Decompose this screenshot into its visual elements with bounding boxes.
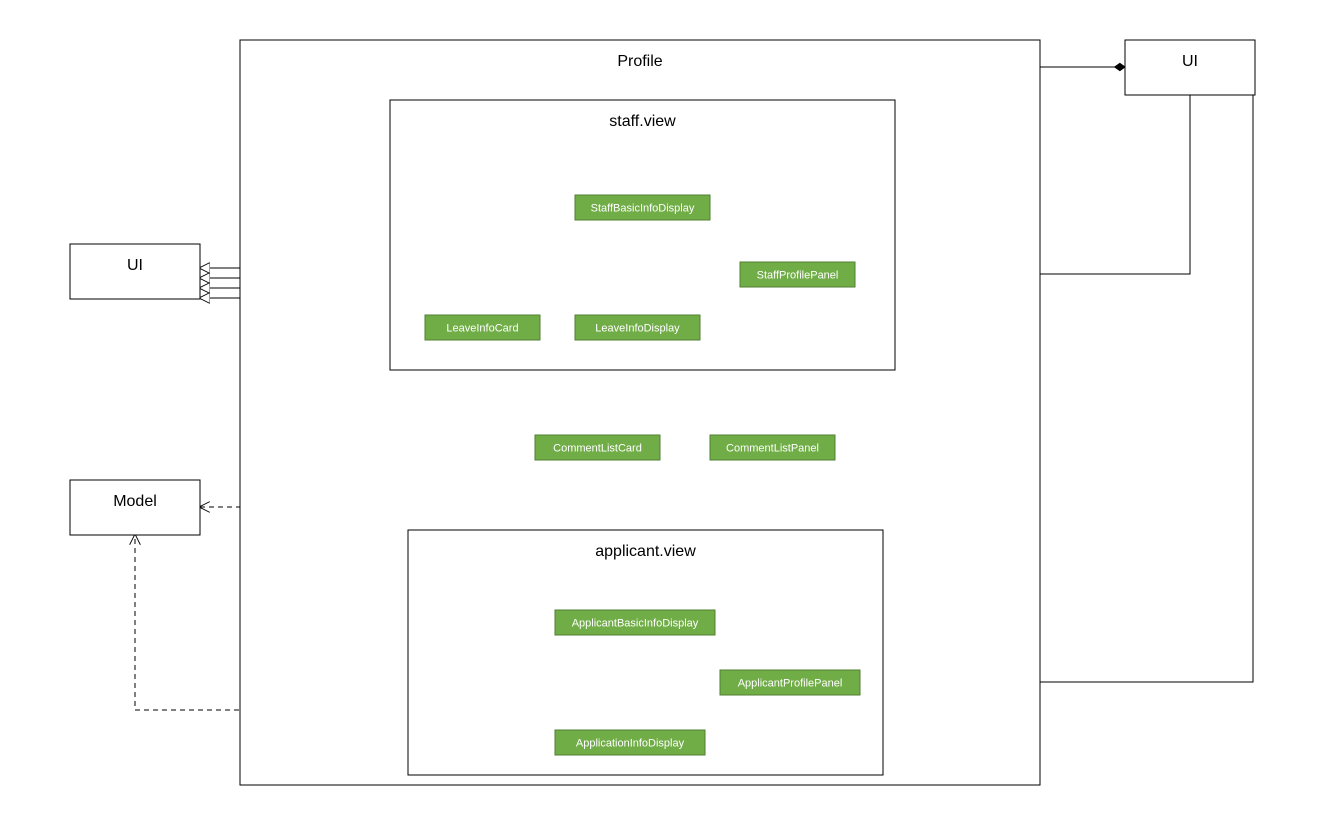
node-leaveCard: LeaveInfoCard: [425, 315, 540, 340]
node-appBasic: ApplicantBasicInfoDisplay: [555, 610, 715, 635]
node-cListPanel: CommentListPanel: [710, 435, 835, 460]
node-staffPanel: StaffProfilePanel: [740, 262, 855, 287]
node-label: ApplicantBasicInfoDisplay: [572, 617, 699, 629]
node-label: StaffBasicInfoDisplay: [591, 202, 695, 214]
package-model: Model: [70, 480, 200, 535]
node-label: LeaveInfoCard: [446, 322, 518, 334]
node-appInfo: ApplicationInfoDisplay: [555, 730, 705, 755]
node-staffBasic: StaffBasicInfoDisplay: [575, 195, 710, 220]
package-label: Model: [113, 493, 157, 510]
diagram-root: Profile staff.view applicant.view UI Model UI…: [0, 0, 1338, 813]
package-ui_right: UI: [1125, 40, 1255, 95]
node-label: CommentListPanel: [726, 442, 819, 454]
package-label: applicant.view: [595, 543, 696, 560]
package-ui_left: UI: [70, 244, 200, 299]
node-leaveDisp: LeaveInfoDisplay: [575, 315, 700, 340]
packages: Profile staff.view applicant.view UI Model UI: [70, 40, 1255, 785]
package-label: UI: [1182, 53, 1198, 70]
node-label: ApplicantProfilePanel: [738, 677, 843, 689]
node-label: ApplicationInfoDisplay: [576, 737, 685, 749]
package-label: staff.view: [609, 113, 676, 130]
package-label: UI: [127, 257, 143, 274]
node-label: LeaveInfoDisplay: [595, 322, 680, 334]
package-label: Profile: [617, 53, 662, 70]
node-label: StaffProfilePanel: [757, 269, 839, 281]
node-appPanel: ApplicantProfilePanel: [720, 670, 860, 695]
node-label: CommentListCard: [553, 442, 642, 454]
node-cListCard: CommentListCard: [535, 435, 660, 460]
